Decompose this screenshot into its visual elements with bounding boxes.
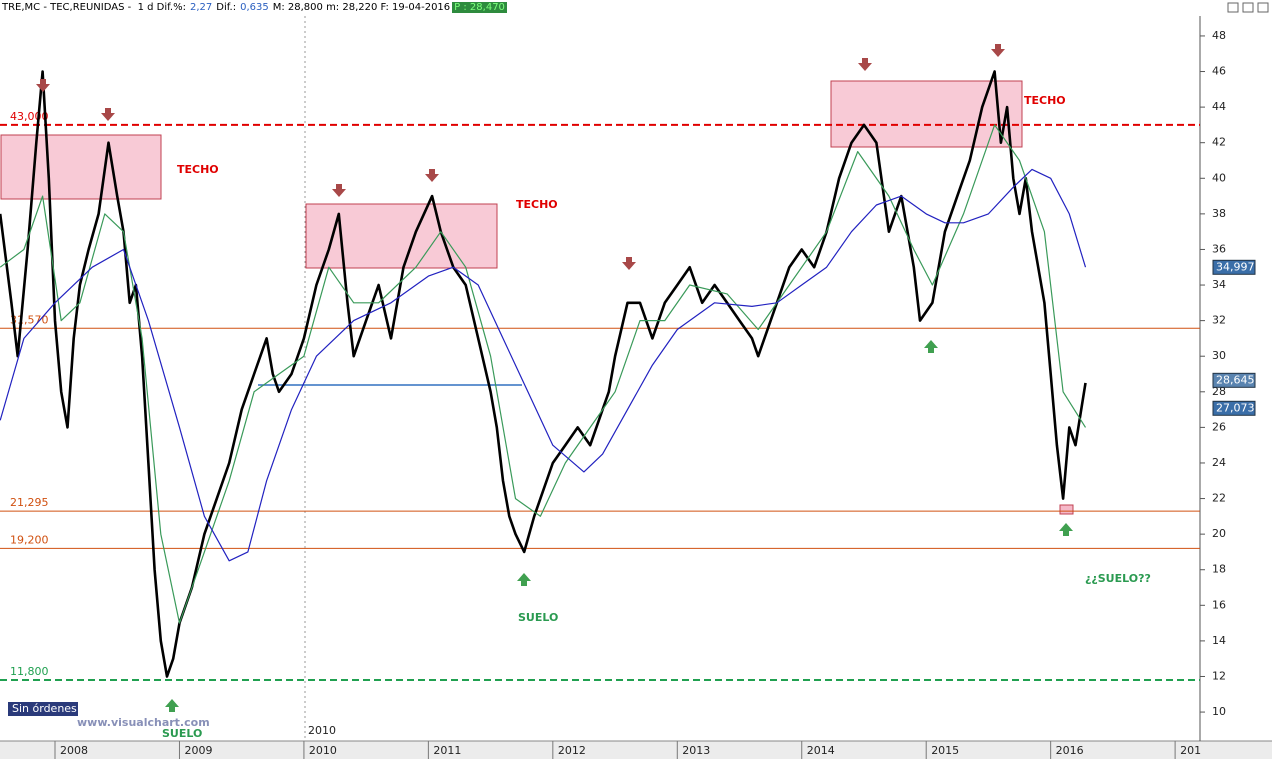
- y-tick-label: 46: [1212, 65, 1226, 78]
- down-arrow: [991, 44, 1005, 57]
- header-field: Dif.:: [216, 2, 237, 13]
- y-tick-label: 12: [1212, 669, 1226, 682]
- y-tick-label: 30: [1212, 349, 1226, 362]
- annotation: SUELO: [162, 727, 202, 740]
- annotation: TECHO: [1024, 94, 1066, 107]
- header-field: P : 28,470: [452, 2, 507, 13]
- x-tick-label: 2008: [60, 744, 88, 757]
- moving-average: [0, 124, 1087, 624]
- x-tick-label: 201: [1180, 744, 1201, 757]
- down-arrow: [332, 184, 346, 197]
- y-tick-label: 38: [1212, 207, 1226, 220]
- price-tag-label: 28,645: [1216, 373, 1255, 386]
- level-label: 11,800: [10, 665, 49, 678]
- y-tick-label: 28: [1212, 385, 1226, 398]
- x-tick-label: 2012: [558, 744, 586, 757]
- header-field: M: 28,800 m: 28,220 F: 19-04-2016: [272, 2, 451, 13]
- level-label: 31,570: [10, 313, 49, 326]
- price-tag: [1212, 400, 1256, 416]
- x-tick-label: 2013: [682, 744, 710, 757]
- period-marker: 2010: [308, 724, 336, 737]
- up-arrow: [517, 573, 531, 586]
- up-arrow: [1059, 523, 1073, 536]
- price-tag-label: 27,073: [1216, 401, 1255, 414]
- y-tick-label: 32: [1212, 314, 1226, 327]
- down-arrow: [36, 79, 50, 92]
- x-tick-label: 2009: [184, 744, 212, 757]
- low-marker: [1059, 504, 1074, 515]
- y-tick-label: 10: [1212, 705, 1226, 718]
- header: TRE,MC - TEC,REUNIDAS - 1 d Dif.%: 2,27 Di…: [0, 0, 507, 15]
- x-tick-label: 2010: [309, 744, 337, 757]
- header-field: 2,27: [189, 2, 213, 13]
- y-tick-label: 48: [1212, 29, 1226, 42]
- resistance-zone: [0, 134, 162, 200]
- down-arrow: [622, 257, 636, 270]
- price-line: [0, 70, 1087, 678]
- y-tick-label: 20: [1212, 527, 1226, 540]
- y-tick-label: 36: [1212, 242, 1226, 255]
- down-arrow: [858, 58, 872, 71]
- y-tick-label: 26: [1212, 420, 1226, 433]
- price-tag: [1212, 259, 1256, 275]
- annotation: TECHO: [177, 163, 219, 176]
- resistance-zone: [305, 203, 498, 269]
- header-field: 0,635: [240, 2, 269, 13]
- y-tick-label: 16: [1212, 598, 1226, 611]
- down-arrow: [101, 108, 115, 121]
- y-tick-label: 18: [1212, 563, 1226, 576]
- annotation: TECHO: [516, 198, 558, 211]
- y-tick-label: 42: [1212, 136, 1226, 149]
- moving-average: [0, 168, 1087, 562]
- orders-box: [8, 702, 78, 716]
- x-axis-band: [0, 741, 1272, 759]
- down-arrow: [425, 169, 439, 182]
- x-tick-label: 2011: [433, 744, 461, 757]
- level-label: 21,295: [10, 496, 49, 509]
- resistance-zone: [830, 80, 1023, 148]
- annotation: SUELO: [518, 611, 558, 624]
- y-tick-label: 14: [1212, 634, 1226, 647]
- price-tag-label: 34,997: [1216, 260, 1255, 273]
- header-field: TRE,MC - TEC,REUNIDAS - 1 d Dif.%:: [2, 2, 186, 13]
- y-tick-label: 24: [1212, 456, 1226, 469]
- y-tick-label: 34: [1212, 278, 1226, 291]
- annotation: ¿¿SUELO??: [1085, 572, 1151, 585]
- x-tick-label: 2014: [807, 744, 835, 757]
- window-buttons: [1227, 2, 1269, 13]
- up-arrow: [165, 699, 179, 712]
- price-tag: [1212, 372, 1256, 388]
- y-tick-label: 44: [1212, 100, 1226, 113]
- level-label: 19,200: [10, 533, 49, 546]
- y-tick-label: 40: [1212, 171, 1226, 184]
- x-tick-label: 2016: [1056, 744, 1084, 757]
- up-arrow: [924, 340, 938, 353]
- level-label: 43,000: [10, 110, 49, 123]
- orders-label: Sin órdenes: [12, 702, 77, 715]
- site-label: www.visualchart.com: [77, 716, 210, 729]
- y-tick-label: 22: [1212, 492, 1226, 505]
- x-tick-label: 2015: [931, 744, 959, 757]
